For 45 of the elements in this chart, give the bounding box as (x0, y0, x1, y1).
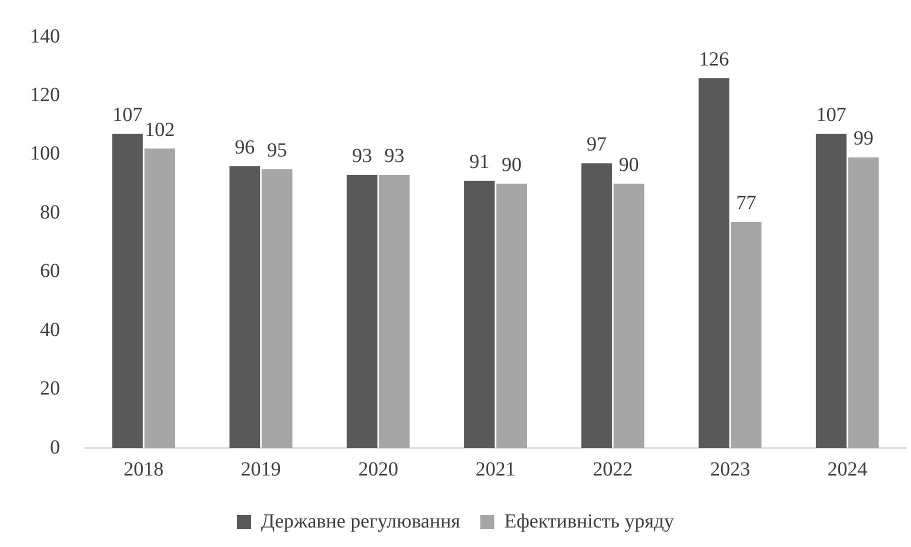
data-label: 97 (586, 133, 607, 156)
bar (262, 169, 292, 448)
x-tick-label: 2021 (476, 458, 516, 480)
bar (229, 166, 260, 448)
y-tick-label: 0 (50, 436, 60, 458)
data-label: 102 (144, 118, 175, 141)
bar (581, 163, 612, 448)
y-tick-label: 120 (30, 84, 60, 106)
data-label: 126 (698, 48, 729, 70)
data-label: 107 (112, 104, 143, 126)
bar (346, 174, 378, 448)
bar (379, 174, 410, 448)
bar (614, 184, 644, 448)
y-tick-label: 40 (40, 318, 60, 341)
bar (816, 134, 847, 448)
x-tick-label: 2018 (124, 458, 164, 480)
bar (730, 222, 762, 448)
bar (698, 78, 730, 448)
legend-label: Державне регулювання (260, 510, 460, 532)
y-tick-label: 80 (40, 201, 60, 224)
bar (112, 134, 143, 448)
x-tick-label: 2023 (710, 458, 750, 480)
data-label: 90 (502, 154, 522, 176)
legend-label: Ефективність уряду (504, 510, 674, 532)
x-tick-label: 2020 (358, 458, 398, 480)
data-label: 93 (352, 145, 372, 168)
data-label: 77 (736, 192, 756, 214)
y-tick-label: 100 (30, 142, 60, 165)
data-label: 96 (234, 136, 255, 158)
bar (144, 148, 176, 448)
data-label: 107 (816, 104, 846, 126)
x-tick-label: 2019 (240, 458, 281, 480)
data-label: 91 (469, 151, 490, 174)
y-tick-label: 60 (40, 260, 60, 282)
y-tick-label: 20 (40, 378, 60, 400)
x-tick-label: 2024 (827, 458, 868, 480)
bar (496, 184, 527, 448)
x-tick-label: 2022 (592, 458, 633, 480)
data-label: 93 (384, 145, 404, 168)
data-label: 90 (618, 154, 639, 176)
data-label: 95 (267, 139, 288, 162)
bar (464, 180, 495, 448)
bar (848, 157, 879, 448)
data-label: 99 (853, 128, 874, 150)
y-tick-label: 140 (30, 25, 60, 48)
